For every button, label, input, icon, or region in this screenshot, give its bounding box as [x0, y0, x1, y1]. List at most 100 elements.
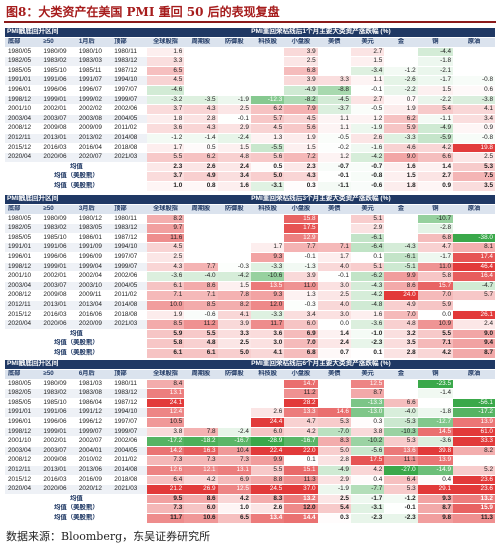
- value-cell: -0.5: [317, 133, 351, 144]
- date-cell: 1982/05: [5, 56, 41, 67]
- period-column-header: ≥50: [40, 204, 76, 215]
- table-row: 1998/12 1999/01 1999/07 1999/07 3.8 7.8 -2.4 6.…: [5, 427, 495, 438]
- value-cell: -4.8: [350, 300, 385, 311]
- date-cell: 2002/07: [75, 436, 112, 447]
- date-cell: 1980/05: [5, 214, 41, 225]
- date-cell: 2009/11: [75, 290, 112, 301]
- value-cell: [217, 214, 251, 225]
- value-cell: 14.5: [417, 427, 454, 438]
- value-cell: 23.6: [453, 475, 495, 486]
- date-cell: 2008/12: [5, 290, 41, 301]
- value-cell: 3.4: [453, 114, 495, 125]
- value-cell: 4.2: [184, 475, 218, 486]
- date-cell: 2004/05: [111, 114, 147, 125]
- asset-column-header: 防御股: [217, 204, 251, 215]
- value-cell: 1.5: [417, 85, 454, 96]
- value-cell: -12.7: [417, 417, 454, 428]
- value-cell: 13.9: [453, 417, 495, 428]
- value-cell: -4.2: [350, 290, 385, 301]
- table-row: 2015/12 2016/03 2016/09 2018/08 6.4 4.2 6.9 8.8…: [5, 475, 495, 486]
- value-cell: 28.2: [284, 398, 318, 409]
- value-cell: 3.0: [317, 310, 351, 321]
- period-column-header: 底部: [5, 204, 41, 215]
- title-rule: [4, 21, 496, 23]
- asset-column-header: 周期股: [184, 204, 218, 215]
- average-value-cell: 4.1: [250, 348, 285, 359]
- date-cell: 2011/02: [111, 455, 147, 466]
- value-cell: -4.6: [146, 85, 185, 96]
- date-cell: 2013/01: [40, 300, 76, 311]
- value-cell: 4.5: [250, 123, 285, 134]
- value-cell: [184, 242, 218, 253]
- date-cell: 1980/09: [40, 47, 76, 58]
- date-cell: 1999/04: [75, 262, 112, 273]
- section-right-header: PMI重回荣枯线后1个月主要大类资产涨跌幅 (%): [146, 28, 495, 38]
- value-cell: 8.7: [350, 388, 385, 399]
- value-cell: 6.8: [417, 233, 454, 244]
- value-cell: 2.9: [350, 223, 385, 234]
- value-cell: -4.2: [350, 152, 385, 163]
- value-cell: 7.7: [284, 242, 318, 253]
- average-label: 均值（美股熊）: [5, 181, 147, 192]
- value-cell: 1.5: [217, 143, 251, 154]
- average-value-cell: 5.5: [184, 328, 218, 340]
- date-cell: 1980/10: [75, 47, 112, 58]
- date-cell: 1983/02: [40, 223, 76, 234]
- value-cell: [384, 47, 418, 58]
- date-cell: 2004/05: [111, 281, 147, 292]
- date-cell: 1982/05: [5, 388, 41, 399]
- value-cell: 1.7: [146, 143, 185, 154]
- date-cell: 2016/04: [75, 143, 112, 154]
- asset-column-header: 全球股指: [146, 369, 185, 380]
- value-cell: 6.2: [384, 114, 418, 125]
- value-cell: -1.4: [184, 133, 218, 144]
- value-cell: 11.3: [284, 475, 318, 486]
- date-cell: 2014/08: [111, 300, 147, 311]
- value-cell: 11.1: [384, 455, 418, 466]
- asset-column-header: 美债: [317, 369, 351, 380]
- average-value-cell: 3.0: [250, 338, 285, 349]
- date-cell: 1999/07: [111, 262, 147, 273]
- table-row: 1980/05 1980/09 1981/03 1980/11 8.4 14.7 12.5 -…: [5, 379, 495, 390]
- value-cell: [250, 47, 285, 58]
- value-cell: 7.1: [146, 290, 185, 301]
- table-row: 1991/01 1991/06 1991/09 1994/10 4.5 1.7 7.7 7.1…: [5, 242, 495, 253]
- date-cell: 1996/01: [5, 252, 41, 263]
- date-cell: 1994/10: [111, 75, 147, 86]
- period-column-header: 底部: [5, 37, 41, 48]
- average-label: 均值: [5, 161, 147, 173]
- value-cell: 46.4: [453, 262, 495, 273]
- value-cell: 14.6: [317, 407, 351, 418]
- value-cell: 10.0: [146, 300, 185, 311]
- table-row: 2020/04 2020/06 2020/12 2021/03 21.2 26.9 12.5…: [5, 484, 495, 495]
- value-cell: -16.7: [217, 436, 251, 447]
- value-cell: [184, 379, 218, 390]
- value-cell: -0.5: [350, 104, 385, 115]
- value-cell: 6.4: [384, 475, 418, 486]
- value-cell: 4.8: [384, 319, 418, 330]
- value-cell: -4.7: [453, 281, 495, 292]
- value-cell: [317, 398, 351, 409]
- value-cell: 9.3: [250, 252, 285, 263]
- average-value-cell: 5.9: [146, 328, 185, 340]
- value-cell: 16.4: [453, 271, 495, 282]
- table-row: 2015/12 2016/03 2016/06 2018/08 1.9 -0.6 4.1 -3…: [5, 310, 495, 321]
- value-cell: 5.0: [317, 446, 351, 457]
- date-cell: 1991/06: [40, 242, 76, 253]
- value-cell: -3.2: [146, 95, 185, 106]
- date-cell: 1983/05: [75, 223, 112, 234]
- date-cell: 2004/01: [75, 446, 112, 457]
- average-value-cell: 3.5: [384, 338, 418, 349]
- asset-column-header: 金: [384, 369, 418, 380]
- date-cell: 1999/02: [75, 95, 112, 106]
- value-cell: 3.9: [284, 75, 318, 86]
- value-cell: [453, 379, 495, 390]
- value-cell: [184, 56, 218, 67]
- table-row: 1998/12 1999/01 1999/04 1999/07 4.3 7.7 -0.3 -3…: [5, 262, 495, 273]
- value-cell: 11.0: [284, 281, 318, 292]
- date-cell: 2009/08: [40, 123, 76, 134]
- value-cell: 4.2: [284, 427, 318, 438]
- value-cell: 11.7: [250, 319, 285, 330]
- average-label: 均值（美股熊）: [5, 171, 147, 182]
- value-cell: -3.3: [384, 133, 418, 144]
